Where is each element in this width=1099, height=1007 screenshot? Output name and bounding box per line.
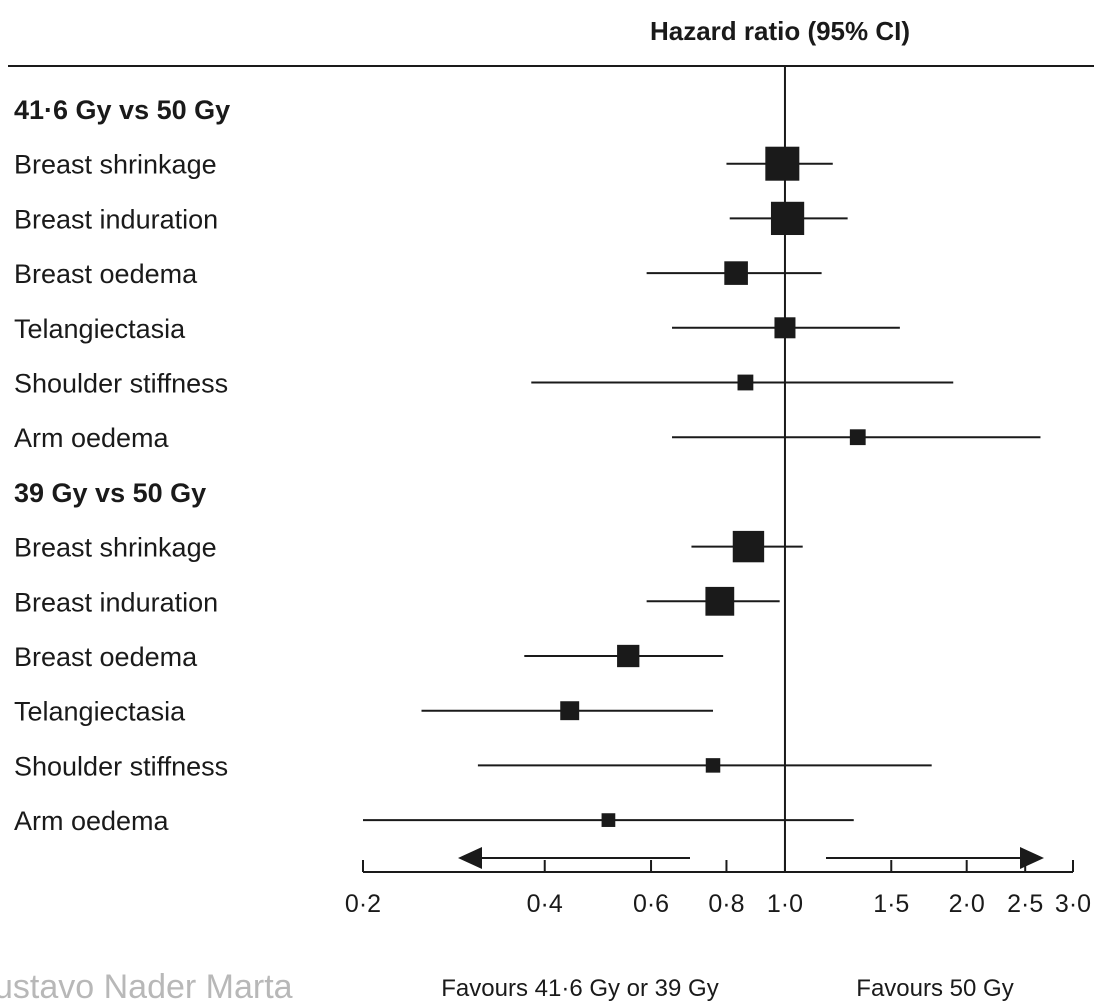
x-tick-label: 1·0	[767, 890, 803, 918]
group-label: 41·6 Gy vs 50 Gy	[14, 95, 230, 125]
row-label: Telangiectasia	[14, 697, 186, 727]
x-tick-label: 0·6	[633, 890, 669, 918]
x-tick-label: 3·0	[1055, 890, 1091, 918]
x-tick-label: 0·2	[345, 890, 381, 918]
favours-left-arrow-head	[458, 847, 482, 869]
row-label: Breast oedema	[14, 259, 198, 289]
favours-right-arrow-head	[1020, 847, 1044, 869]
row-label: Breast shrinkage	[14, 150, 217, 180]
row-label: Arm oedema	[14, 423, 170, 453]
row-label: Breast induration	[14, 204, 218, 234]
x-tick-label: 1·5	[873, 890, 909, 918]
row-label: Arm oedema	[14, 806, 170, 836]
point-estimate-marker	[849, 429, 866, 446]
point-estimate-marker	[724, 261, 748, 285]
favours-left-label: Favours 41·6 Gy or 39 Gy	[441, 975, 718, 1002]
point-estimate-marker	[732, 530, 765, 563]
point-estimate-marker	[560, 701, 580, 721]
row-label: Breast induration	[14, 587, 218, 617]
point-estimate-marker	[601, 813, 616, 827]
point-estimate-marker	[765, 146, 800, 181]
row-label: Breast shrinkage	[14, 533, 217, 563]
row-label: Shoulder stiffness	[14, 751, 228, 781]
point-estimate-marker	[737, 374, 754, 391]
x-tick-label: 2·5	[1007, 890, 1043, 918]
point-estimate-marker	[617, 644, 640, 668]
watermark-text: ustavo Nader Marta	[0, 968, 293, 1006]
x-tick-label: 2·0	[949, 890, 985, 918]
x-tick-label: 0·4	[527, 890, 563, 918]
point-estimate-marker	[705, 586, 735, 616]
favours-right-label: Favours 50 Gy	[856, 975, 1013, 1002]
point-estimate-marker	[770, 201, 805, 236]
chart-title: Hazard ratio (95% CI)	[650, 16, 910, 46]
group-label: 39 Gy vs 50 Gy	[14, 478, 206, 508]
x-tick-label: 0·8	[708, 890, 744, 918]
row-label: Breast oedema	[14, 642, 198, 672]
row-label: Telangiectasia	[14, 314, 186, 344]
row-label: Shoulder stiffness	[14, 369, 228, 399]
point-estimate-marker	[705, 758, 721, 773]
